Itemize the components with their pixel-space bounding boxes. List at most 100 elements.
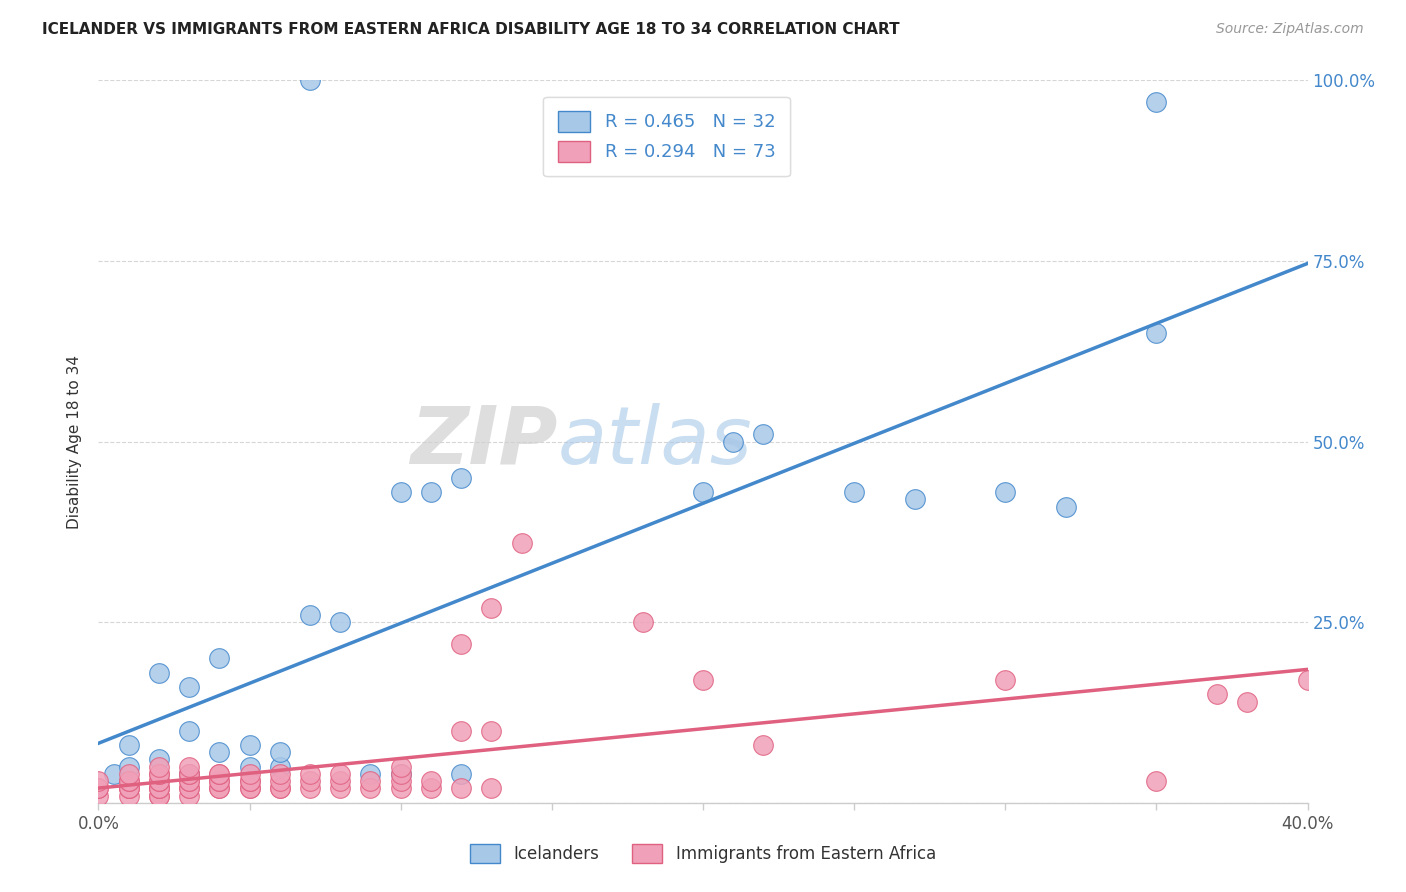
Point — [179, 760, 201, 774]
Point — [87, 774, 110, 789]
Point — [103, 767, 125, 781]
Point — [360, 774, 382, 789]
Point — [1144, 774, 1167, 789]
Point — [752, 427, 775, 442]
Point — [179, 767, 201, 781]
Point — [87, 789, 110, 803]
Point — [389, 781, 412, 796]
Point — [1236, 695, 1258, 709]
Point — [239, 738, 262, 752]
Point — [148, 760, 170, 774]
Point — [208, 745, 231, 759]
Point — [420, 774, 443, 789]
Point — [269, 767, 291, 781]
Point — [269, 781, 291, 796]
Point — [118, 738, 141, 752]
Point — [329, 767, 352, 781]
Point — [420, 485, 443, 500]
Point — [692, 485, 714, 500]
Point — [299, 774, 322, 789]
Point — [239, 781, 262, 796]
Point — [179, 774, 201, 789]
Point — [844, 485, 866, 500]
Point — [1054, 500, 1077, 514]
Point — [299, 781, 322, 796]
Text: ICELANDER VS IMMIGRANTS FROM EASTERN AFRICA DISABILITY AGE 18 TO 34 CORRELATION : ICELANDER VS IMMIGRANTS FROM EASTERN AFR… — [42, 22, 900, 37]
Point — [179, 723, 201, 738]
Point — [148, 781, 170, 796]
Point — [329, 781, 352, 796]
Point — [420, 781, 443, 796]
Point — [118, 760, 141, 774]
Point — [481, 600, 503, 615]
Y-axis label: Disability Age 18 to 34: Disability Age 18 to 34 — [67, 354, 83, 529]
Point — [239, 760, 262, 774]
Point — [239, 774, 262, 789]
Point — [179, 767, 201, 781]
Text: Source: ZipAtlas.com: Source: ZipAtlas.com — [1216, 22, 1364, 37]
Point — [239, 774, 262, 789]
Point — [118, 774, 141, 789]
Point — [299, 767, 322, 781]
Point — [208, 774, 231, 789]
Point — [87, 781, 110, 796]
Point — [329, 615, 352, 630]
Point — [994, 673, 1017, 687]
Point — [450, 470, 472, 484]
Point — [329, 774, 352, 789]
Point — [179, 774, 201, 789]
Point — [1144, 95, 1167, 109]
Point — [179, 680, 201, 694]
Text: atlas: atlas — [558, 402, 752, 481]
Point — [481, 781, 503, 796]
Point — [148, 774, 170, 789]
Text: ZIP: ZIP — [411, 402, 558, 481]
Point — [118, 767, 141, 781]
Point — [1144, 326, 1167, 340]
Point — [389, 485, 412, 500]
Point — [360, 767, 382, 781]
Point — [148, 774, 170, 789]
Point — [87, 781, 110, 796]
Point — [208, 767, 231, 781]
Point — [269, 760, 291, 774]
Point — [118, 774, 141, 789]
Point — [239, 781, 262, 796]
Point — [148, 789, 170, 803]
Point — [450, 781, 472, 796]
Point — [148, 781, 170, 796]
Point — [389, 767, 412, 781]
Legend: Icelanders, Immigrants from Eastern Africa: Icelanders, Immigrants from Eastern Afri… — [458, 832, 948, 875]
Point — [1296, 673, 1319, 687]
Point — [208, 767, 231, 781]
Point — [269, 745, 291, 759]
Point — [692, 673, 714, 687]
Point — [179, 789, 201, 803]
Point — [179, 781, 201, 796]
Point — [208, 774, 231, 789]
Point — [118, 789, 141, 803]
Point — [148, 665, 170, 680]
Point — [631, 615, 654, 630]
Point — [389, 760, 412, 774]
Point — [299, 73, 322, 87]
Legend: R = 0.465   N = 32, R = 0.294   N = 73: R = 0.465 N = 32, R = 0.294 N = 73 — [544, 96, 790, 176]
Point — [299, 607, 322, 622]
Point — [450, 723, 472, 738]
Point — [510, 535, 533, 549]
Point — [179, 767, 201, 781]
Point — [269, 774, 291, 789]
Point — [208, 651, 231, 665]
Point — [904, 492, 927, 507]
Point — [208, 781, 231, 796]
Point — [118, 781, 141, 796]
Point — [450, 637, 472, 651]
Point — [269, 781, 291, 796]
Point — [752, 738, 775, 752]
Point — [148, 789, 170, 803]
Point — [148, 767, 170, 781]
Point — [723, 434, 745, 449]
Point — [179, 781, 201, 796]
Point — [118, 781, 141, 796]
Point — [148, 781, 170, 796]
